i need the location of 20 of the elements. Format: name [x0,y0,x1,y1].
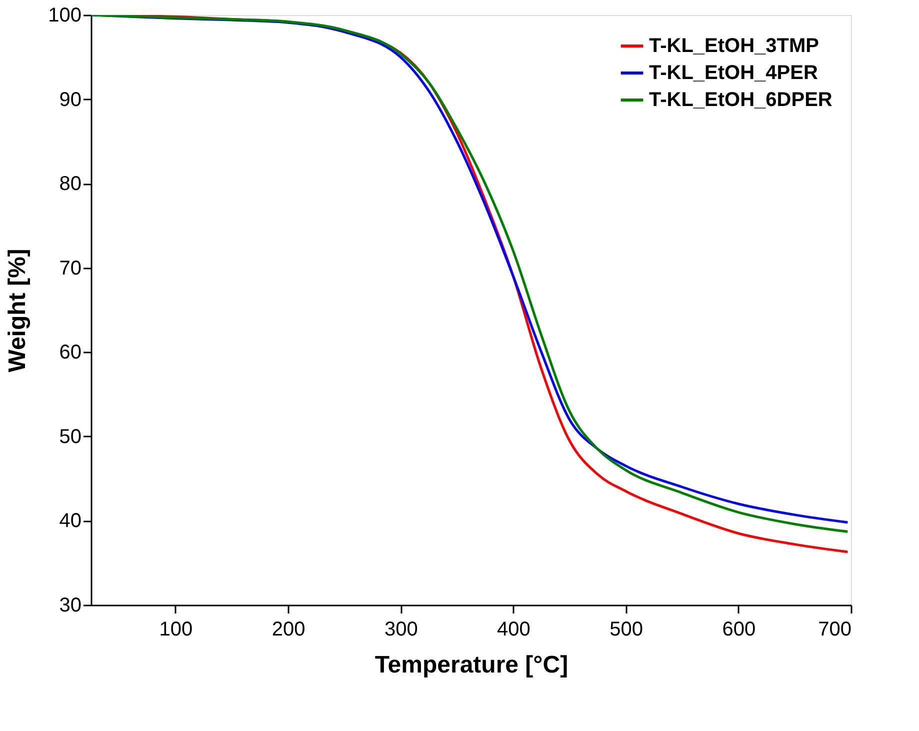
y-tick-label: 80 [59,173,82,196]
y-tick-label: 100 [48,4,82,26]
y-tick-label: 40 [59,510,82,532]
x-tick-label: 100 [159,618,193,640]
x-axis-title: Temperature [°C] [374,652,568,678]
legend-label: T-KL_EtOH_4PER [649,62,818,84]
y-tick-label: 90 [59,88,82,111]
y-tick-label: 30 [59,594,82,616]
x-tick-label: 400 [497,618,530,640]
y-tick-label: 70 [59,257,82,280]
x-tick-label: 500 [610,618,643,640]
x-tick-label: 300 [384,618,418,640]
y-tick-label: 60 [59,342,82,364]
x-tick-label: 700 [818,618,852,640]
y-tick-label: 50 [59,426,82,448]
x-tick-label: 200 [272,618,306,640]
y-axis-title: Weight [%] [4,248,32,372]
legend-label: T-KL_EtOH_6DPER [649,89,833,111]
legend-label: T-KL_EtOH_3TMP [649,35,820,57]
x-tick-label: 600 [722,618,756,640]
